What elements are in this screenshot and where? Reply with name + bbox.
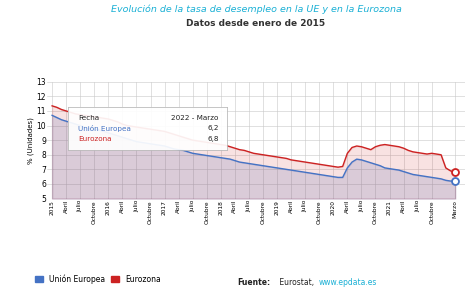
Text: Evolución de la tasa de desempleo en la UE y en la Eurozona: Evolución de la tasa de desempleo en la … bbox=[110, 4, 401, 14]
Text: Eurostat,: Eurostat, bbox=[277, 278, 317, 287]
Text: Fuente:: Fuente: bbox=[237, 278, 270, 287]
Text: Datos desde enero de 2015: Datos desde enero de 2015 bbox=[186, 19, 326, 28]
Legend: Unión Europea, Eurozona: Unión Europea, Eurozona bbox=[32, 271, 164, 287]
Text: www.epdata.es: www.epdata.es bbox=[319, 278, 377, 287]
Y-axis label: % (Unidades): % (Unidades) bbox=[27, 117, 34, 164]
